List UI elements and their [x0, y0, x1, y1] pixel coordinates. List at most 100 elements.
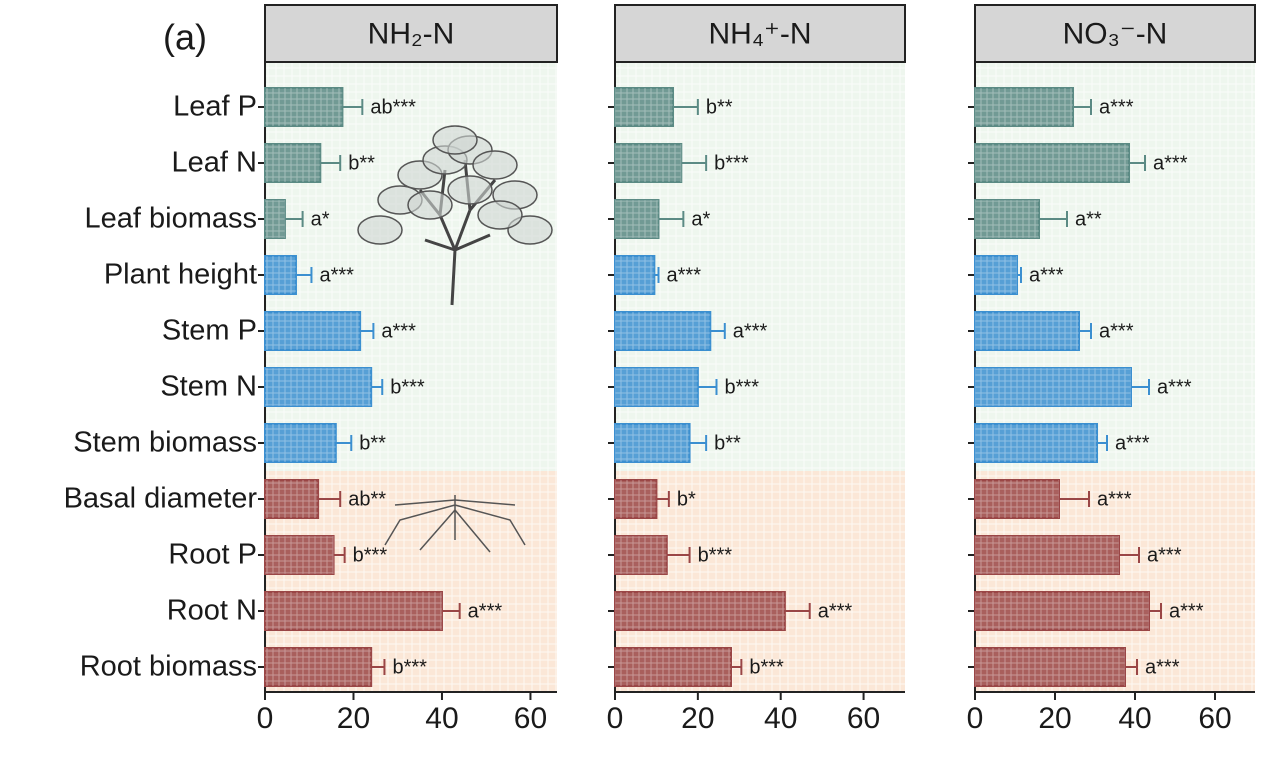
y-tick-label: Stem P	[162, 315, 257, 347]
y-tick-label: Root N	[167, 595, 257, 627]
significance-label: a***	[319, 264, 354, 286]
bar-texture	[265, 200, 285, 238]
significance-label: a***	[1115, 432, 1150, 454]
bar-texture	[975, 200, 1039, 238]
significance-label: a***	[667, 264, 702, 286]
bar-texture	[265, 480, 318, 518]
figure: (a) NH₂-N 0 20 40 60 ab*** b** a* a*** a*** b*** b*…	[0, 0, 1265, 760]
tree-foliage	[358, 216, 402, 244]
significance-label: b***	[392, 656, 427, 678]
significance-label: b***	[390, 376, 425, 398]
y-tick-label: Leaf P	[173, 91, 257, 123]
panel-title: NH₄⁺-N	[708, 17, 811, 50]
panel-title: NO₃⁻-N	[1063, 17, 1168, 50]
bar-texture	[615, 88, 673, 126]
bar-texture	[265, 536, 334, 574]
bar-texture	[615, 648, 731, 686]
bar-texture	[615, 144, 681, 182]
y-tick-label: Root P	[168, 539, 257, 571]
significance-label: b*	[677, 488, 696, 510]
significance-label: a***	[1099, 96, 1134, 118]
bar-texture	[265, 144, 320, 182]
tree-foliage	[478, 201, 522, 229]
x-tick-label: 20	[681, 702, 714, 735]
bar-texture	[265, 88, 342, 126]
bar-texture	[975, 648, 1125, 686]
significance-label: a***	[1157, 376, 1192, 398]
significance-label: b***	[749, 656, 784, 678]
bar-texture	[265, 256, 296, 294]
x-tick-label: 20	[337, 702, 370, 735]
x-tick-label: 60	[847, 702, 880, 735]
bar-texture	[265, 312, 360, 350]
significance-label: a***	[1147, 544, 1182, 566]
y-tick-label: Plant height	[104, 259, 257, 291]
y-tick-label: Leaf N	[172, 147, 257, 179]
significance-label: b***	[714, 152, 749, 174]
bar-texture	[615, 424, 690, 462]
significance-label: a***	[733, 320, 768, 342]
panel-title: NH₂-N	[368, 17, 455, 50]
bar-texture	[975, 424, 1097, 462]
significance-label: a***	[1029, 264, 1064, 286]
significance-label: a***	[1145, 656, 1180, 678]
x-tick-label: 0	[607, 702, 624, 735]
x-tick-label: 40	[1118, 702, 1151, 735]
bar-texture	[265, 648, 371, 686]
y-tick-label: Root biomass	[80, 651, 257, 683]
bar-texture	[975, 480, 1059, 518]
y-tick-label: Basal diameter	[64, 483, 258, 515]
panel-label: (a)	[163, 17, 207, 58]
bar-texture	[265, 368, 371, 406]
significance-label: a***	[1153, 152, 1188, 174]
bar-texture	[265, 592, 442, 630]
x-tick-label: 60	[514, 702, 547, 735]
bar-texture	[975, 592, 1149, 630]
bar-texture	[975, 368, 1131, 406]
significance-label: a***	[818, 600, 853, 622]
bar-texture	[975, 312, 1079, 350]
bar-texture	[615, 312, 710, 350]
significance-label: b**	[706, 96, 733, 118]
bar-texture	[975, 88, 1073, 126]
bar-texture	[615, 592, 785, 630]
significance-label: ab**	[348, 488, 386, 510]
significance-label: b***	[725, 376, 760, 398]
tree-foliage	[408, 191, 452, 219]
x-tick-label: 40	[425, 702, 458, 735]
y-tick-label: Stem N	[160, 371, 257, 403]
significance-label: b**	[714, 432, 741, 454]
bar-texture	[975, 144, 1129, 182]
significance-label: a***	[381, 320, 416, 342]
x-tick-label: 60	[1198, 702, 1231, 735]
significance-label: a***	[1097, 488, 1132, 510]
bar-texture	[975, 536, 1119, 574]
y-tick-label: Stem biomass	[73, 427, 257, 459]
significance-label: a**	[1075, 208, 1102, 230]
x-tick-label: 0	[967, 702, 984, 735]
tree-foliage	[433, 126, 477, 154]
significance-label: a***	[1099, 320, 1134, 342]
significance-label: a***	[468, 600, 503, 622]
tree-foliage	[448, 176, 492, 204]
x-tick-label: 40	[764, 702, 797, 735]
tree-foliage	[473, 151, 517, 179]
bar-texture	[615, 200, 659, 238]
bar-texture	[975, 256, 1017, 294]
significance-label: ab***	[370, 96, 416, 118]
significance-label: b***	[698, 544, 733, 566]
bar-texture	[615, 368, 698, 406]
bar-texture	[265, 424, 336, 462]
significance-label: a*	[311, 208, 330, 230]
x-tick-label: 0	[257, 702, 274, 735]
bar-texture	[615, 256, 654, 294]
bar-texture	[615, 480, 656, 518]
significance-label: a***	[1169, 600, 1204, 622]
bar-texture	[615, 536, 667, 574]
significance-label: b**	[348, 152, 375, 174]
x-tick-label: 20	[1038, 702, 1071, 735]
significance-label: a*	[691, 208, 710, 230]
significance-label: b**	[359, 432, 386, 454]
y-tick-label: Leaf biomass	[85, 203, 258, 235]
significance-label: b***	[353, 544, 388, 566]
